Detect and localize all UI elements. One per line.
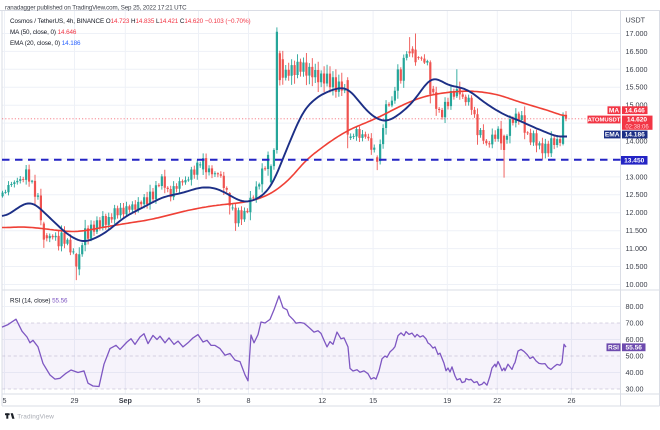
svg-text:Sep: Sep [119,396,133,405]
svg-text:10.500: 10.500 [626,262,648,271]
svg-text:EMA: EMA [605,132,620,139]
svg-text:40.00: 40.00 [626,368,644,377]
svg-text:13.000: 13.000 [626,172,648,181]
svg-text:15.000: 15.000 [626,101,648,110]
svg-text:MA: MA [609,107,619,114]
svg-text:02:38:06: 02:38:06 [625,125,649,131]
svg-text:12.000: 12.000 [626,208,648,217]
svg-text:70.00: 70.00 [626,318,644,327]
svg-text:Cosmos / TetherUS, 4h, BINANCE: Cosmos / TetherUS, 4h, BINANCE O14.723 H… [10,18,250,25]
svg-text:50.00: 50.00 [626,351,644,360]
svg-text:13.450: 13.450 [624,157,645,164]
svg-text:12.500: 12.500 [626,190,648,199]
svg-text:14.620: 14.620 [627,117,648,124]
svg-text:EMA (20, close, 0) 14.186: EMA (20, close, 0) 14.186 [10,40,81,47]
svg-text:5: 5 [197,396,201,405]
svg-text:TradingView: TradingView [17,413,54,420]
svg-text:5: 5 [3,396,7,405]
svg-text:15.500: 15.500 [626,83,648,92]
svg-text:14.186: 14.186 [625,132,646,139]
svg-text:26: 26 [568,396,576,405]
svg-text:22: 22 [493,396,501,405]
svg-text:11.500: 11.500 [626,226,647,235]
svg-text:55.56: 55.56 [625,345,642,352]
svg-text:14.646: 14.646 [625,107,646,114]
svg-text:ATOMUSDT: ATOMUSDT [588,118,621,124]
svg-text:80.00: 80.00 [626,302,644,311]
svg-text:29: 29 [71,396,79,405]
svg-text:16.500: 16.500 [626,47,648,56]
svg-text:12: 12 [318,396,326,405]
svg-text:60.00: 60.00 [626,335,644,344]
svg-text:10.000: 10.000 [626,280,648,289]
svg-text:RSI (14, close) 55.56: RSI (14, close) 55.56 [10,298,68,305]
svg-text:17.000: 17.000 [626,29,648,38]
svg-text:14.000: 14.000 [626,137,648,146]
svg-text:11.000: 11.000 [626,244,647,253]
svg-text:16.000: 16.000 [626,65,648,74]
svg-text:RSI: RSI [608,345,619,352]
svg-text:ranadagger published on Tradin: ranadagger published on TradingView.com,… [5,4,187,11]
svg-text:30.00: 30.00 [626,384,644,393]
svg-text:19: 19 [443,396,451,405]
svg-text:8: 8 [247,396,251,405]
svg-text:USDT: USDT [626,16,646,25]
svg-text:MA (50, close, 0) 14.646: MA (50, close, 0) 14.646 [10,29,77,36]
svg-text:15: 15 [369,396,377,405]
